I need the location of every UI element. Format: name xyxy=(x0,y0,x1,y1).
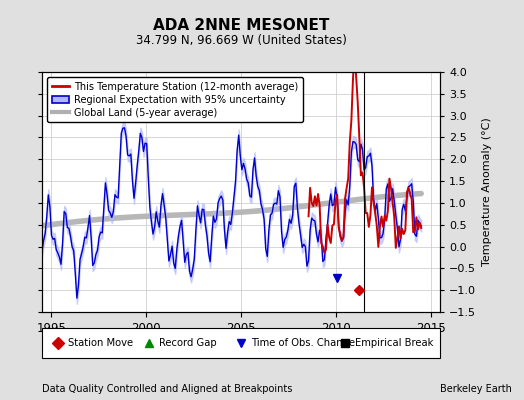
Legend: This Temperature Station (12-month average), Regional Expectation with 95% uncer: This Temperature Station (12-month avera… xyxy=(47,77,303,122)
Text: Data Quality Controlled and Aligned at Breakpoints: Data Quality Controlled and Aligned at B… xyxy=(42,384,292,394)
Text: Record Gap: Record Gap xyxy=(159,338,217,348)
Text: ADA 2NNE MESONET: ADA 2NNE MESONET xyxy=(153,18,329,33)
Text: 34.799 N, 96.669 W (United States): 34.799 N, 96.669 W (United States) xyxy=(136,34,346,47)
FancyBboxPatch shape xyxy=(42,328,440,358)
Y-axis label: Temperature Anomaly (°C): Temperature Anomaly (°C) xyxy=(482,118,492,266)
Text: Time of Obs. Change: Time of Obs. Change xyxy=(251,338,355,348)
Text: Empirical Break: Empirical Break xyxy=(355,338,433,348)
Text: Station Move: Station Move xyxy=(68,338,133,348)
Text: Berkeley Earth: Berkeley Earth xyxy=(440,384,512,394)
